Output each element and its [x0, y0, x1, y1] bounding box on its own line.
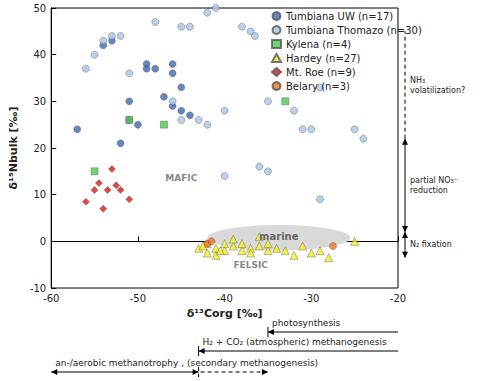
svg-text:partial NO₃⁻: partial NO₃⁻ [410, 176, 458, 185]
svg-text:50: 50 [33, 3, 46, 14]
svg-text:MAFIC: MAFIC [165, 173, 197, 183]
svg-text:an-/aerobic methanotrophy , (s: an-/aerobic methanotrophy , (secondary m… [55, 358, 318, 368]
svg-text:-60: -60 [43, 293, 59, 304]
svg-text:FELSIC: FELSIC [233, 260, 268, 270]
svg-text:Hardey (n=27): Hardey (n=27) [286, 53, 361, 64]
svg-text:Kylena (n=4): Kylena (n=4) [286, 39, 351, 50]
svg-text:0: 0 [40, 236, 46, 247]
svg-text:-20: -20 [390, 293, 406, 304]
svg-text:volatilization?: volatilization? [410, 86, 465, 95]
svg-text:-30: -30 [303, 293, 319, 304]
svg-text:Belary (n=3): Belary (n=3) [286, 81, 350, 92]
svg-text:NH₃: NH₃ [410, 76, 425, 85]
svg-text:20: 20 [33, 143, 46, 154]
svg-text:δ¹⁵Nbulk [‰]: δ¹⁵Nbulk [‰] [7, 107, 20, 190]
svg-text:Tumbiana Thomazo (n=30): Tumbiana Thomazo (n=30) [285, 25, 422, 36]
svg-text:10: 10 [33, 189, 46, 200]
svg-text:Tumbiana UW (n=17): Tumbiana UW (n=17) [285, 11, 393, 22]
svg-text:Mt. Roe (n=9): Mt. Roe (n=9) [286, 67, 356, 78]
svg-text:δ¹³Corg [‰]: δ¹³Corg [‰] [187, 307, 263, 320]
svg-text:reduction: reduction [410, 186, 448, 195]
svg-text:photosynthesis: photosynthesis [272, 318, 341, 328]
svg-text:-10: -10 [29, 282, 47, 294]
svg-text:N₂ fixation: N₂ fixation [410, 240, 452, 249]
svg-text:-50: -50 [130, 293, 146, 304]
svg-text:marine: marine [259, 231, 299, 242]
svg-text:H₂ + CO₂ (atmospheric) methano: H₂ + CO₂ (atmospheric) methanogenesis [203, 337, 387, 347]
svg-text:40: 40 [33, 49, 46, 60]
svg-text:-40: -40 [216, 293, 232, 304]
svg-text:30: 30 [33, 96, 46, 107]
